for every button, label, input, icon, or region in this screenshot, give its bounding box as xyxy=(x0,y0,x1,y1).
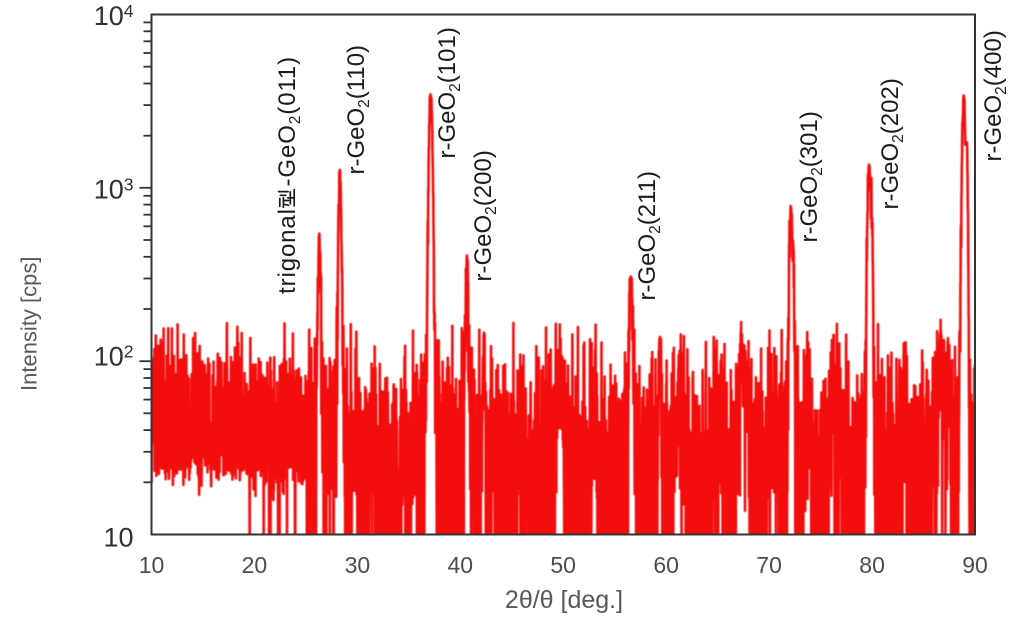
svg-text:60: 60 xyxy=(653,552,679,578)
svg-text:trigonal: trigonal xyxy=(274,208,301,294)
svg-text:r-GeO2(211): r-GeO2(211) xyxy=(634,171,664,301)
svg-text:10: 10 xyxy=(139,552,165,578)
svg-text:r-GeO2(110): r-GeO2(110) xyxy=(343,45,373,175)
svg-text:r-GeO2(202): r-GeO2(202) xyxy=(877,78,907,209)
svg-text:2θ/θ [deg.]: 2θ/θ [deg.] xyxy=(505,586,623,614)
svg-text:70: 70 xyxy=(756,552,782,578)
svg-text:r-GeO2(400): r-GeO2(400) xyxy=(980,30,1010,161)
svg-text:90: 90 xyxy=(962,552,988,578)
svg-text:r-GeO2(200): r-GeO2(200) xyxy=(470,150,500,281)
svg-text:80: 80 xyxy=(859,552,885,578)
svg-text:r-GeO2(301): r-GeO2(301) xyxy=(796,111,826,242)
svg-text:20: 20 xyxy=(242,552,268,578)
svg-text:10: 10 xyxy=(103,523,133,553)
svg-text:40: 40 xyxy=(448,552,474,578)
svg-text:30: 30 xyxy=(345,552,371,578)
svg-text:r-GeO2(101): r-GeO2(101) xyxy=(434,27,464,158)
svg-text:Intensity [cps]: Intensity [cps] xyxy=(17,256,42,391)
svg-text:50: 50 xyxy=(550,552,576,578)
